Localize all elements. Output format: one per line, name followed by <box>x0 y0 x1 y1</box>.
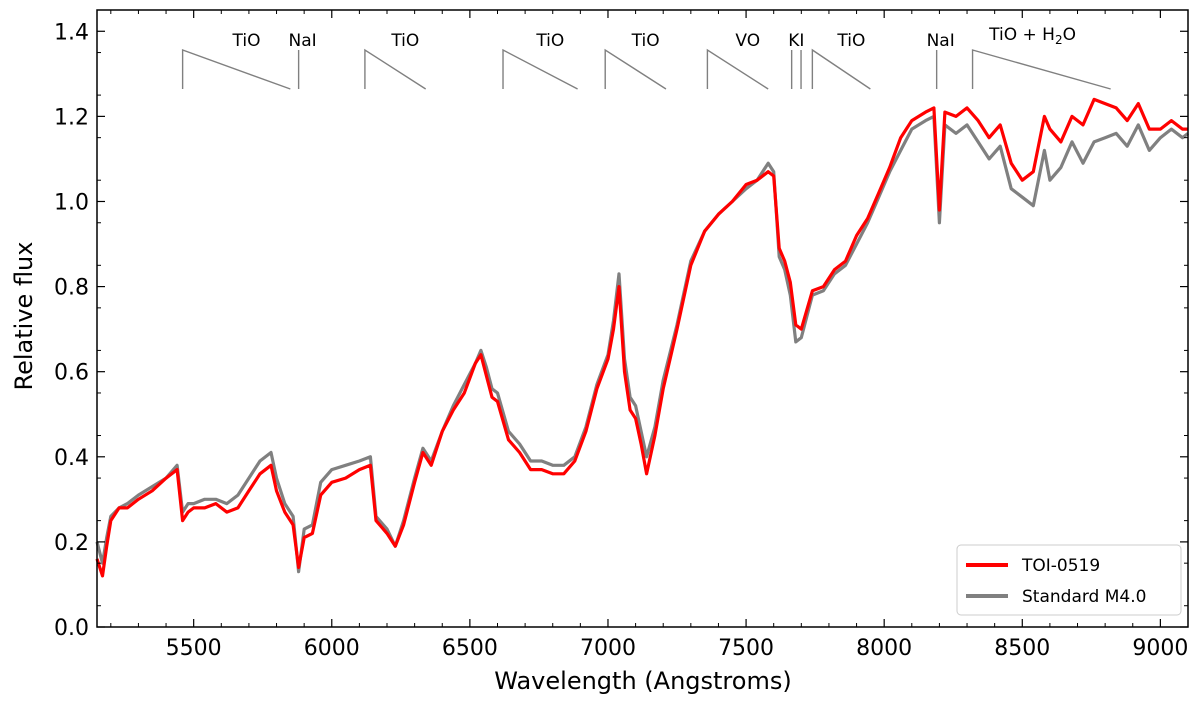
legend-label-toi-0519: TOI-0519 <box>1021 556 1100 576</box>
band-marker <box>706 48 769 90</box>
band-marker <box>502 48 578 90</box>
x-tick-label: 8000 <box>856 636 912 661</box>
annotation-label: TiO <box>631 31 660 51</box>
x-tick-label: 8500 <box>994 636 1050 661</box>
annotation-label: TiO + H2O <box>988 25 1076 47</box>
series-line-toi-0519 <box>95 97 1188 578</box>
annotation-vo: VO <box>706 31 769 90</box>
band-marker <box>971 49 1111 90</box>
band-marker <box>604 48 667 90</box>
annotation-tio: TiO <box>502 31 578 90</box>
legend-box <box>956 544 1182 616</box>
series-line-standard-m4 <box>95 114 1189 574</box>
annotation-tio: TiO <box>811 31 871 90</box>
y-tick-label: 0.0 <box>54 616 89 641</box>
y-tick-label: 1.4 <box>54 20 89 45</box>
y-tick-label: 0.8 <box>54 276 89 301</box>
y-tick-label: 0.6 <box>54 361 89 386</box>
annotation-label: TiO <box>836 31 865 51</box>
band-marker <box>181 49 291 90</box>
y-tick-label: 1.0 <box>54 190 89 215</box>
annotation-label: TiO <box>231 31 260 51</box>
annotation-label: NaI <box>927 31 955 51</box>
x-tick-label: 6000 <box>304 636 360 661</box>
annotation-tio: TiO <box>364 31 427 90</box>
annotation-tio: TiO <box>604 31 667 90</box>
band-marker <box>811 48 871 90</box>
annotation-label: TiO <box>535 31 564 51</box>
annotations: TiO NaI TiO TiO TiO VO KI TiO NaI TiO + H2O <box>181 25 1111 90</box>
annotation-label: NaI <box>289 31 317 51</box>
x-tick-label: 6500 <box>442 636 498 661</box>
annotation-label: TiO <box>390 31 419 51</box>
x-tick-label: 7500 <box>718 636 774 661</box>
annotation-tio-h: TiO + H2O <box>971 25 1111 90</box>
legend: TOI-0519 Standard M4.0 <box>956 544 1182 616</box>
annotation-ki: KI <box>788 31 804 89</box>
band-marker <box>364 48 427 90</box>
y-tick-label: 0.2 <box>54 531 89 556</box>
y-tick-label: 0.4 <box>54 446 89 471</box>
plot-frame <box>96 9 1189 628</box>
annotation-label: VO <box>735 31 760 51</box>
y-tick-label: 1.2 <box>54 105 89 130</box>
x-axis-label: Wavelength (Angstroms) <box>494 667 791 695</box>
y-axis-label: Relative flux <box>10 242 38 391</box>
x-tick-label: 5500 <box>166 636 222 661</box>
series-lines <box>95 97 1189 578</box>
x-tick-label: 7000 <box>580 636 636 661</box>
x-tick-label: 9000 <box>1132 636 1188 661</box>
annotation-label: KI <box>788 31 804 51</box>
annotation-nai: NaI <box>927 31 955 89</box>
annotation-nai: NaI <box>289 31 317 89</box>
legend-label-standard-m4: Standard M4.0 <box>1022 587 1146 607</box>
annotation-tio: TiO <box>181 31 291 90</box>
axes: 5500 6000 6500 7000 7500 8000 8500 9000 0.0 0.2 0.… <box>54 9 1189 661</box>
